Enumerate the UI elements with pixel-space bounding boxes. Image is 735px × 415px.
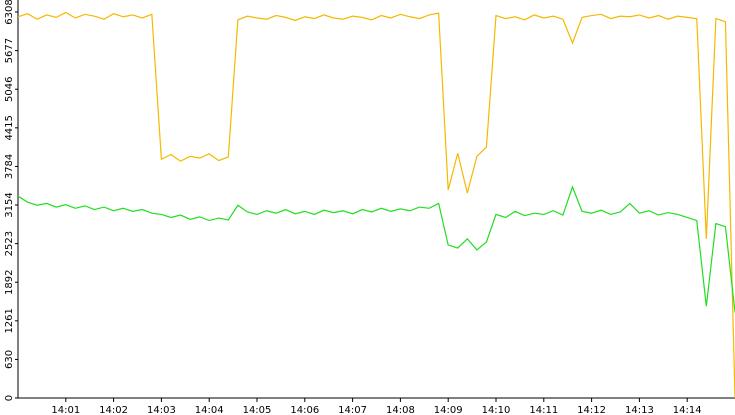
x-tick-label: 14:03 [147,405,176,415]
x-tick-label: 14:08 [386,405,415,415]
y-tick-label: 6308 [4,0,15,25]
y-tick-label: 0 [4,395,15,401]
x-tick-label: 14:13 [625,405,654,415]
y-tick-label: 1261 [4,308,15,333]
y-tick-label: 2523 [4,231,15,256]
x-tick-label: 14:04 [195,405,224,415]
y-tick-label: 630 [4,350,15,369]
y-tick-label: 4415 [4,115,15,140]
x-tick-label: 14:11 [529,405,558,415]
y-tick-label: 3154 [4,192,15,217]
x-tick-label: 14:05 [243,405,272,415]
y-tick-label: 5677 [4,38,15,63]
y-tick-label: 3784 [4,154,15,179]
x-tick-label: 14:14 [673,405,702,415]
series-line [17,185,735,313]
x-tick-label: 14:06 [290,405,319,415]
y-tick-label: 5046 [4,76,15,101]
x-tick-label: 14:07 [338,405,367,415]
series-line [17,11,735,399]
y-tick-label: 1892 [4,269,15,294]
x-tick-label: 14:12 [577,405,606,415]
x-tick-label: 14:02 [99,405,128,415]
x-tick-label: 14:01 [51,405,80,415]
x-tick-label: 14:10 [482,405,511,415]
x-tick-label: 14:09 [434,405,463,415]
